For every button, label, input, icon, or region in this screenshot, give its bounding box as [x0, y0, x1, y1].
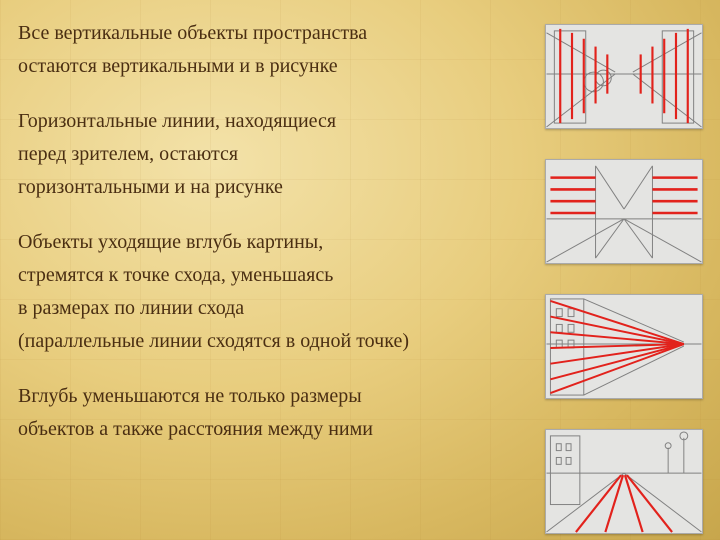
perspective-thumbnail-horizontals [545, 159, 703, 264]
body-text: Все вертикальные объекты пространства [18, 18, 538, 49]
text-column: Все вертикальные объекты пространства ос… [18, 18, 538, 522]
paragraph-gap [18, 205, 538, 225]
body-text: объектов а также расстояния между ними [18, 414, 538, 445]
body-text: Вглубь уменьшаются не только размеры [18, 381, 538, 412]
body-text: Горизонтальные линии, находящиеся [18, 106, 538, 137]
perspective-thumbnail-vanishing [545, 294, 703, 399]
body-text: горизонтальными и на рисунке [18, 172, 538, 203]
body-text: остаются вертикальными и в рисунке [18, 51, 538, 82]
slide-page: Все вертикальные объекты пространства ос… [0, 0, 720, 540]
image-column [538, 18, 718, 522]
body-text: в размерах по линии схода [18, 293, 538, 324]
perspective-thumbnail-spacing [545, 429, 703, 534]
body-text: (параллельные линии сходятся в одной точ… [18, 326, 538, 357]
perspective-thumbnail-verticals [545, 24, 703, 129]
paragraph-gap [18, 359, 538, 379]
body-text: Объекты уходящие вглубь картины, [18, 227, 538, 258]
paragraph-gap [18, 84, 538, 104]
body-text: стремятся к точке схода, уменьшаясь [18, 260, 538, 291]
body-text: перед зрителем, остаются [18, 139, 538, 170]
